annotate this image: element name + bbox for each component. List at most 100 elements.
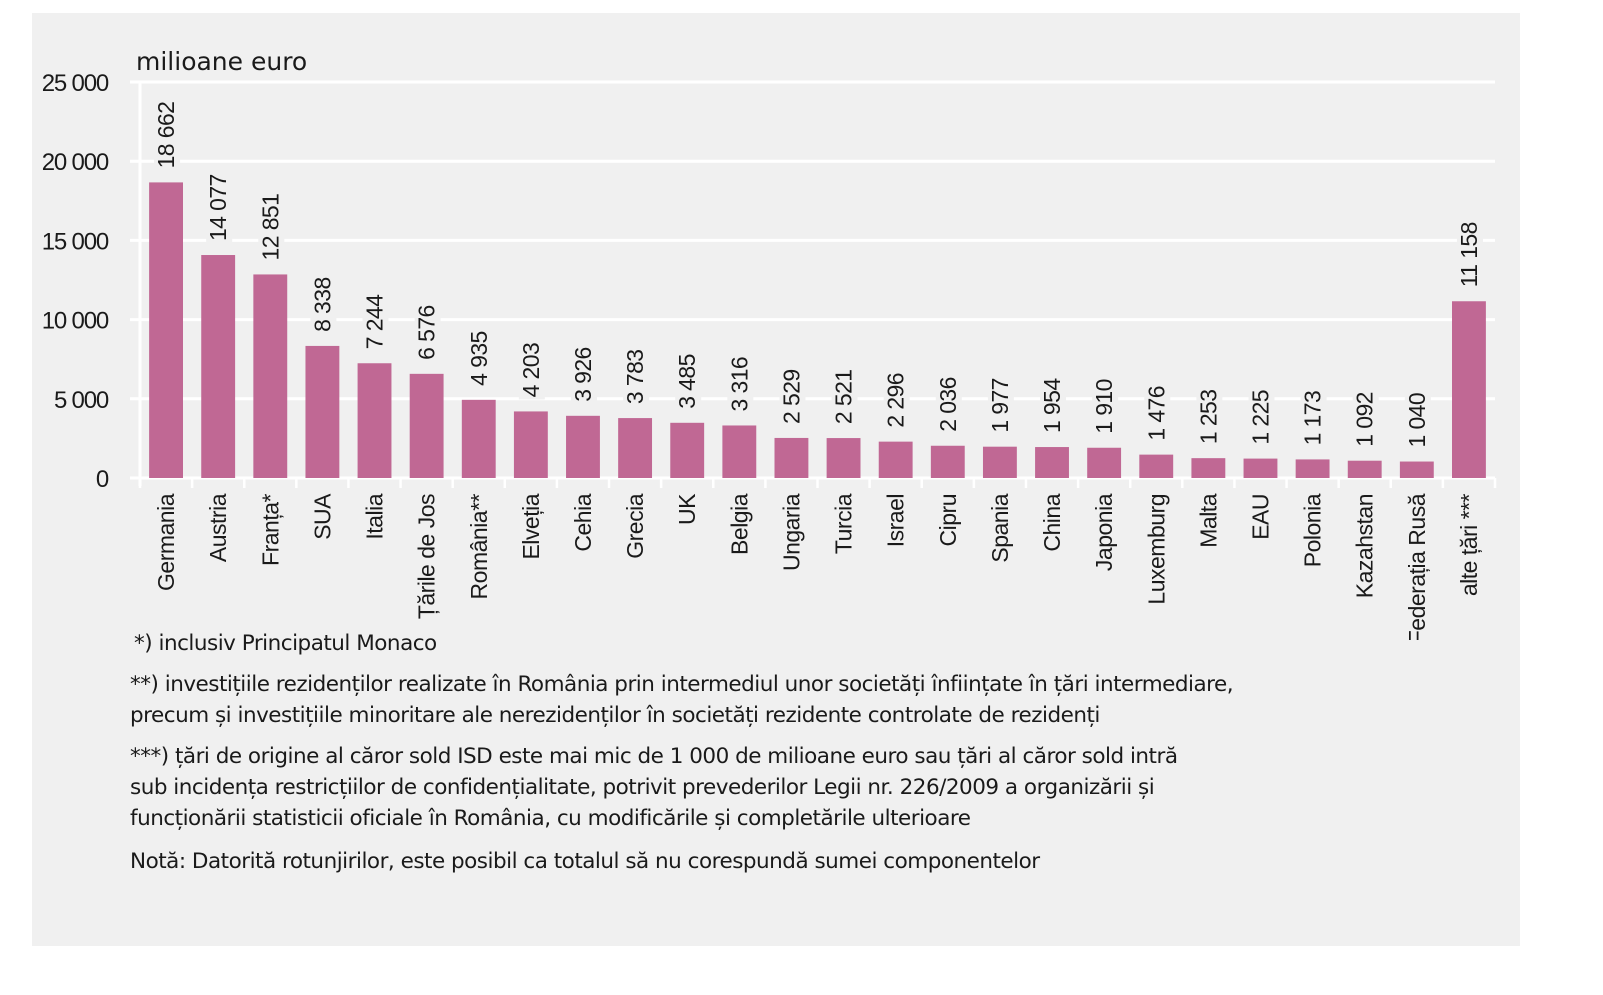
category-label-group: China — [1039, 493, 1065, 551]
value-label-bg — [1456, 218, 1483, 290]
category-label: Israel — [883, 494, 909, 547]
category-label-group: Țările de Jos — [414, 494, 440, 619]
value-label-bg — [1092, 375, 1119, 436]
bar — [618, 418, 653, 478]
value-label: 8 338 — [309, 277, 335, 332]
category-label: Malta — [1195, 493, 1221, 547]
value-label: 1 092 — [1352, 392, 1378, 447]
value-label: 12 851 — [257, 194, 283, 261]
value-label: 1 977 — [987, 378, 1013, 433]
bar — [409, 373, 444, 478]
value-label: 1 910 — [1091, 379, 1117, 434]
category-label-group: Japonia — [1091, 493, 1117, 571]
value-label-bg — [310, 273, 337, 334]
category-label-group: Cipru — [935, 494, 961, 546]
value-label-group: 3 926 — [570, 343, 597, 404]
bar — [1191, 458, 1226, 478]
value-labels: 18 662 14 077 12 851 8 338 7 244 6 576 4 935 4 … — [153, 99, 1483, 450]
bar — [201, 255, 236, 478]
category-label-group: Germania — [153, 493, 179, 591]
value-label-bg — [1040, 375, 1067, 436]
value-label-group: 3 783 — [622, 346, 650, 407]
category-label-group: Cehia — [570, 493, 596, 551]
category-label-group: alte țări *** — [1456, 493, 1482, 596]
value-label-bg — [987, 374, 1014, 435]
value-label: 7 244 — [362, 294, 388, 349]
value-label: 1 173 — [1300, 391, 1326, 446]
value-label-group: 14 077 — [205, 171, 233, 244]
category-label: UK — [674, 493, 700, 525]
value-label-group: 1 954 — [1039, 375, 1067, 436]
value-label: 2 521 — [831, 370, 857, 425]
value-label-group: 1 092 — [1352, 388, 1379, 449]
value-label: 14 077 — [205, 174, 231, 241]
bar — [1399, 461, 1434, 478]
value-label-group: 12 851 — [257, 191, 285, 263]
category-label-group: SUA — [309, 493, 335, 540]
value-label-bg — [1144, 382, 1171, 443]
category-label: EAU — [1247, 494, 1273, 540]
value-label: 1 225 — [1247, 390, 1273, 445]
category-label: Japonia — [1091, 493, 1117, 571]
footnote-3: ***) țări de origine al căror sold ISD e… — [130, 744, 1178, 831]
category-label-group: Grecia — [622, 493, 648, 558]
category-label-group: Federația Rusă — [1404, 493, 1430, 640]
bar — [461, 399, 496, 478]
bar — [722, 425, 757, 478]
bar — [1347, 460, 1382, 478]
value-label: 1 253 — [1195, 390, 1221, 445]
category-label: Franța* — [257, 493, 283, 565]
value-label-bg — [466, 327, 493, 388]
category-label-group: Austria — [205, 493, 231, 562]
category-label: Ungaria — [778, 493, 804, 571]
category-label-group: Malta — [1195, 493, 1221, 547]
value-label: 3 783 — [622, 350, 648, 405]
value-label: 6 576 — [414, 305, 440, 360]
bar — [982, 446, 1017, 478]
category-label-group: Franța* — [257, 493, 283, 565]
value-label-group: 1 977 — [987, 374, 1014, 435]
unit-label: milioane euro — [136, 47, 307, 76]
category-label: Polonia — [1300, 493, 1326, 567]
bar — [1452, 301, 1486, 478]
value-label: 3 926 — [570, 347, 596, 402]
value-label: 2 036 — [935, 377, 961, 432]
category-label-group: România** — [466, 493, 492, 599]
value-label-bg — [1404, 389, 1431, 450]
value-label-bg — [518, 339, 545, 400]
value-label: 11 158 — [1456, 222, 1482, 287]
value-label-bg — [1196, 386, 1223, 447]
y-tick-label: 0 — [96, 466, 109, 493]
category-label-group: Belgia — [726, 493, 752, 555]
value-label-bg — [935, 373, 962, 434]
category-label: Spania — [987, 493, 1013, 562]
category-label-group: Luxemburg — [1143, 494, 1169, 605]
category-label: Cehia — [570, 493, 596, 551]
category-label-group: Polonia — [1300, 493, 1326, 567]
category-label: Austria — [205, 493, 231, 562]
bar — [1087, 447, 1122, 478]
value-label-bg — [570, 343, 597, 404]
category-label: Kazahstan — [1352, 494, 1378, 598]
value-label-group: 1 040 — [1404, 389, 1431, 450]
value-label-group: 3 485 — [674, 350, 702, 411]
value-label-bg — [1352, 388, 1379, 449]
value-label-group: 11 158 — [1456, 218, 1483, 290]
bar — [357, 363, 392, 478]
value-label-group: 2 036 — [935, 373, 962, 434]
category-label-group: Kazahstan — [1352, 494, 1378, 598]
footnote-1: *) inclusiv Principatul Monaco — [134, 631, 437, 656]
footnote-2: **) investițiile rezidenților realizate … — [130, 672, 1234, 728]
value-label-group: 6 576 — [414, 301, 441, 362]
value-label-group: 8 338 — [309, 273, 337, 334]
value-label: 1 476 — [1143, 386, 1169, 441]
value-label-bg — [1300, 387, 1327, 448]
bars — [149, 182, 1486, 478]
gridlines — [130, 80, 1497, 488]
bar — [566, 415, 600, 478]
value-label-bg — [779, 365, 806, 426]
value-label-group: 7 244 — [362, 291, 389, 352]
category-label: Federația Rusă — [1404, 493, 1430, 640]
value-label: 3 316 — [726, 357, 752, 412]
value-label-group: 2 529 — [778, 365, 806, 426]
